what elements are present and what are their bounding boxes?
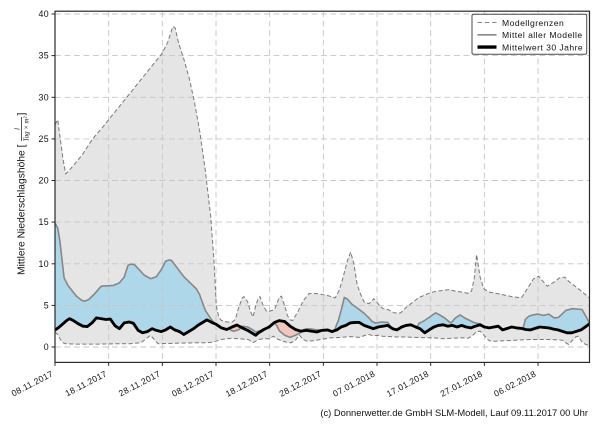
svg-text:]: ] [17, 113, 28, 116]
svg-text:5: 5 [44, 301, 49, 311]
svg-text:(c) Donnerwetter.de GmbH SLM-M: (c) Donnerwetter.de GmbH SLM-Modell, Lau… [320, 407, 588, 418]
svg-text:Mittelwert 30 Jahre: Mittelwert 30 Jahre [502, 42, 583, 52]
svg-text:15: 15 [39, 217, 50, 227]
svg-text:Mittlere Niederschlagshöhe [: Mittlere Niederschlagshöhe [ [17, 144, 28, 275]
svg-text:Tag × m²: Tag × m² [24, 116, 31, 142]
svg-text:10: 10 [39, 259, 50, 269]
svg-text:20: 20 [39, 176, 50, 186]
svg-text:0: 0 [44, 342, 49, 352]
svg-text:35: 35 [39, 51, 50, 61]
svg-text:30: 30 [39, 92, 50, 102]
svg-text:40: 40 [39, 9, 50, 19]
svg-text:25: 25 [39, 134, 50, 144]
svg-text:Modellgrenzen: Modellgrenzen [502, 18, 564, 28]
svg-text:l: l [13, 128, 22, 130]
svg-text:Mittel aller Modelle: Mittel aller Modelle [502, 30, 583, 40]
